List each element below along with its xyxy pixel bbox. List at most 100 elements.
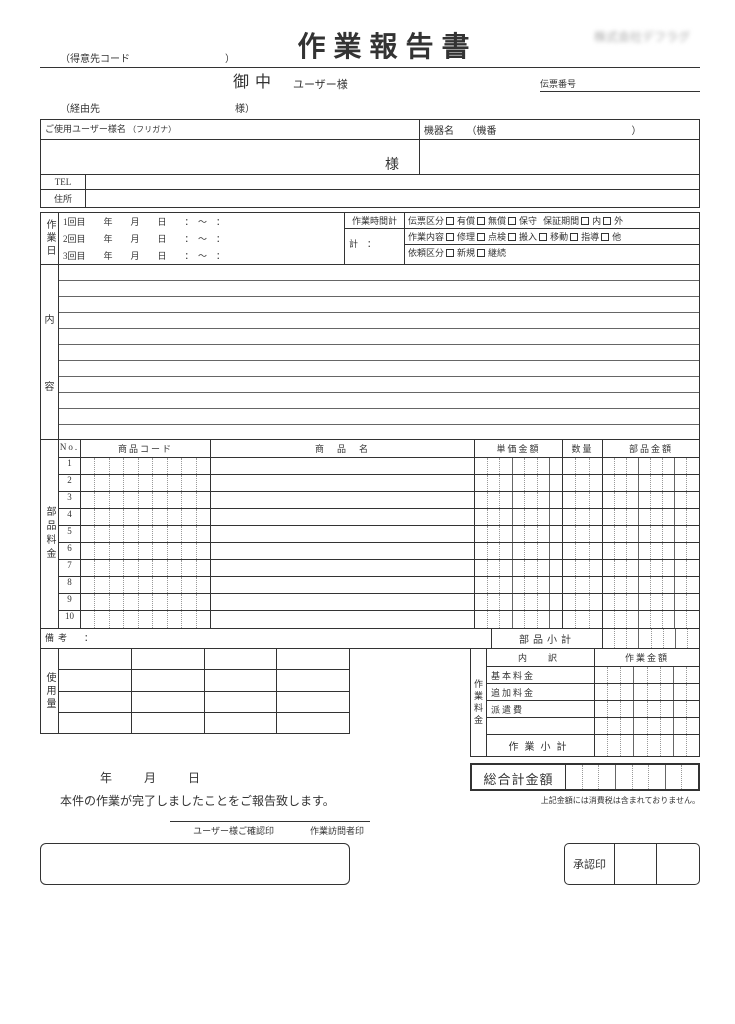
- checkbox-icon[interactable]: [477, 217, 485, 225]
- row-code[interactable]: [81, 475, 211, 491]
- row-amt[interactable]: [603, 560, 699, 576]
- row-qty[interactable]: [563, 526, 603, 542]
- approval-stamp-box: 承認印: [564, 843, 700, 885]
- row-qty[interactable]: [563, 594, 603, 610]
- row-amt[interactable]: [603, 594, 699, 610]
- row-code[interactable]: [81, 594, 211, 610]
- fee-breakdown-header: 内 訳: [487, 649, 595, 666]
- row-name[interactable]: [211, 543, 475, 559]
- row-name[interactable]: [211, 526, 475, 542]
- row-qty[interactable]: [563, 475, 603, 491]
- approval-cell[interactable]: [615, 844, 657, 884]
- completion-statement: 本件の作業が完了しましたことをご報告致します。: [40, 790, 470, 809]
- row-qty[interactable]: [563, 509, 603, 525]
- row-unit[interactable]: [475, 475, 563, 491]
- content-lines[interactable]: [59, 265, 699, 439]
- row-unit[interactable]: [475, 577, 563, 593]
- row-amt[interactable]: [603, 475, 699, 491]
- row-code[interactable]: [81, 526, 211, 542]
- memo-box[interactable]: [40, 843, 350, 885]
- row-name[interactable]: [211, 611, 475, 628]
- remarks-label: 備考 ：: [41, 629, 491, 648]
- checkbox-icon[interactable]: [508, 217, 516, 225]
- row-code[interactable]: [81, 509, 211, 525]
- row-unit[interactable]: [475, 458, 563, 474]
- parts-row: 6: [59, 543, 699, 560]
- row-no: 4: [59, 509, 81, 525]
- checkbox-icon[interactable]: [446, 249, 454, 257]
- row-unit[interactable]: [475, 492, 563, 508]
- fee-extra: 追加料金: [487, 684, 595, 700]
- checkbox-icon[interactable]: [581, 217, 589, 225]
- parts-side-label: 部品料金: [41, 440, 59, 628]
- row-amt[interactable]: [603, 577, 699, 593]
- row-qty[interactable]: [563, 458, 603, 474]
- checkbox-icon[interactable]: [570, 233, 578, 241]
- row-amt[interactable]: [603, 509, 699, 525]
- checkbox-icon[interactable]: [477, 249, 485, 257]
- content-side-label: 内 容: [41, 265, 59, 439]
- col-qty: 数量: [563, 440, 603, 457]
- workdate-3: 3回目 年 月 日 ： ～ ：: [59, 247, 344, 264]
- row-qty[interactable]: [563, 492, 603, 508]
- approval-cell[interactable]: [657, 844, 699, 884]
- row-name[interactable]: [211, 594, 475, 610]
- fee-dispatch: 派遣費: [487, 701, 595, 717]
- row-name[interactable]: [211, 509, 475, 525]
- address-label: 住所: [41, 190, 86, 207]
- parts-row: 7: [59, 560, 699, 577]
- row-unit[interactable]: [475, 611, 563, 628]
- checkbox-icon[interactable]: [508, 233, 516, 241]
- row-name[interactable]: [211, 560, 475, 576]
- checkbox-icon[interactable]: [603, 217, 611, 225]
- row-qty[interactable]: [563, 560, 603, 576]
- row-amt[interactable]: [603, 526, 699, 542]
- row-amt[interactable]: [603, 611, 699, 628]
- fee-side-label: 作業料金: [471, 649, 487, 756]
- row-name[interactable]: [211, 458, 475, 474]
- row-qty[interactable]: [563, 611, 603, 628]
- visitor-stamp-label: 作業訪問者印: [280, 821, 370, 839]
- work-date-row: 作業日 1回目 年 月 日 ： ～ ： 2回目 年 月 日 ： ～ ： 3回目 …: [40, 212, 700, 265]
- row-name[interactable]: [211, 577, 475, 593]
- parts-box: 部品料金 No. 商品コード 商 品 名 単価金額 数量 部品金額 123456…: [40, 440, 700, 629]
- row-code[interactable]: [81, 611, 211, 628]
- checkbox-icon[interactable]: [446, 217, 454, 225]
- row-amt[interactable]: [603, 458, 699, 474]
- row-amt[interactable]: [603, 492, 699, 508]
- sama-suffix: 様: [41, 140, 419, 174]
- row-code[interactable]: [81, 560, 211, 576]
- row-code[interactable]: [81, 492, 211, 508]
- workdate-side-label: 作業日: [41, 213, 59, 264]
- row-unit[interactable]: [475, 509, 563, 525]
- worktime-body: 計 ：: [345, 229, 404, 258]
- customer-code-label: （得意先コード ）: [40, 50, 235, 65]
- row-qty[interactable]: [563, 577, 603, 593]
- col-unit: 単価金額: [475, 440, 563, 457]
- row-code[interactable]: [81, 577, 211, 593]
- row-code[interactable]: [81, 543, 211, 559]
- via-label: （経由先 様）: [40, 100, 255, 115]
- row-code[interactable]: [81, 458, 211, 474]
- checkbox-icon[interactable]: [446, 233, 454, 241]
- parts-subtotal-cells: [603, 629, 699, 648]
- checkbox-icon[interactable]: [477, 233, 485, 241]
- tel-field[interactable]: [86, 175, 699, 189]
- parts-row: 9: [59, 594, 699, 611]
- row-no: 8: [59, 577, 81, 593]
- row-unit[interactable]: [475, 543, 563, 559]
- parts-row: 5: [59, 526, 699, 543]
- row-unit[interactable]: [475, 560, 563, 576]
- address-field[interactable]: [86, 190, 699, 207]
- checkbox-icon[interactable]: [601, 233, 609, 241]
- row-qty[interactable]: [563, 543, 603, 559]
- row-amt[interactable]: [603, 543, 699, 559]
- row-unit[interactable]: [475, 526, 563, 542]
- row-unit[interactable]: [475, 594, 563, 610]
- usage-grid: [59, 649, 349, 733]
- row-name[interactable]: [211, 475, 475, 491]
- checkbox-icon[interactable]: [539, 233, 547, 241]
- row-name[interactable]: [211, 492, 475, 508]
- date-line: 年 月 日: [40, 757, 470, 790]
- fee-basic: 基本料金: [487, 667, 595, 683]
